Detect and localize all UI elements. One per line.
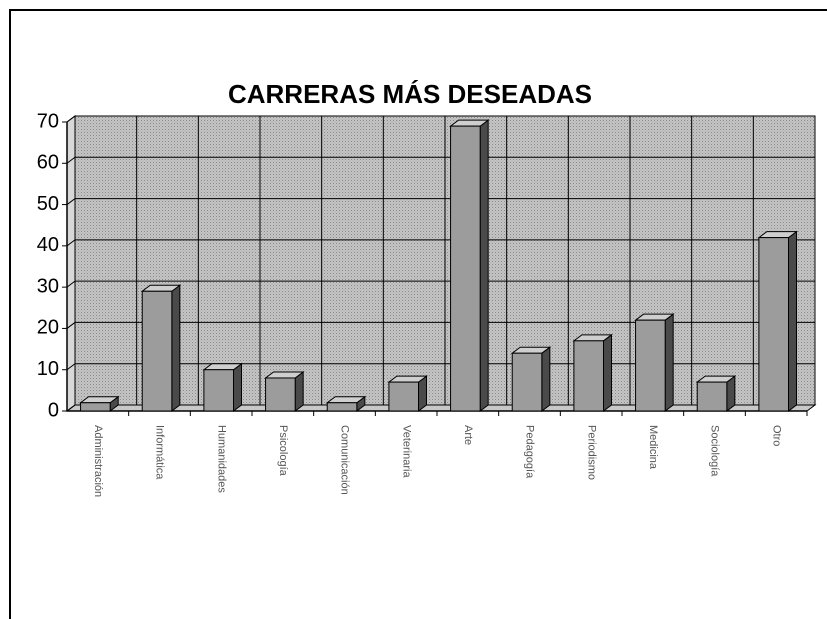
y-tick-label: 10 [37, 358, 59, 380]
bar-side [603, 333, 612, 412]
bar-front [203, 369, 234, 412]
bar-front [326, 402, 358, 412]
x-tick-label: Periodismo [585, 425, 597, 480]
x-tick-label: Administración [92, 425, 104, 497]
bar-side [541, 346, 551, 412]
x-tick-label: Veterinaria [400, 425, 412, 478]
x-tick-label: Otro [770, 425, 782, 446]
bar-front [696, 381, 728, 412]
x-tick-label: Informática [154, 425, 166, 480]
bar-side [233, 362, 242, 412]
bar [387, 375, 428, 412]
bar [264, 370, 305, 412]
bar [510, 346, 552, 412]
grid-line [66, 280, 815, 288]
grid-line [66, 404, 815, 412]
bar [695, 375, 737, 412]
bar-front [573, 340, 605, 412]
x-tick-label: Arte [462, 425, 474, 445]
bar [79, 395, 120, 412]
bar [325, 395, 367, 412]
x-tick-label: Psicología [277, 425, 289, 477]
bar-side [664, 313, 674, 412]
bar [757, 230, 798, 412]
y-tick-label: 50 [37, 193, 59, 215]
bar-front [265, 377, 296, 412]
y-tick-label: 60 [37, 152, 59, 174]
bar [572, 333, 613, 412]
y-tick-label: 70 [37, 110, 59, 132]
bar [140, 284, 182, 412]
plot-area: 0 10 20 30 40 50 60 70 Administración Informática… [37, 110, 817, 497]
x-tick-label: Humanidades [215, 425, 227, 493]
grid-line [66, 115, 815, 123]
y-tick-label: 0 [48, 399, 59, 421]
bar-side [294, 370, 304, 412]
grid-line [66, 239, 815, 247]
grid-line [66, 321, 815, 329]
x-tick-label: Medicina [647, 425, 659, 470]
bar-side [788, 230, 797, 412]
grid-line [66, 156, 815, 164]
grid-line [66, 198, 815, 205]
bar-front [758, 237, 790, 412]
y-tick-label: 40 [37, 234, 59, 256]
grid-line [66, 363, 815, 371]
bar-front [635, 319, 666, 412]
x-tick-label: Pedagogía [524, 425, 536, 479]
bar-side [479, 119, 489, 412]
y-tick-label: 20 [37, 317, 59, 339]
bar-front [511, 352, 543, 412]
bar-front [450, 125, 481, 412]
bar [202, 362, 243, 412]
bar-side [171, 284, 181, 412]
bar [449, 119, 490, 412]
bar-front [80, 402, 111, 412]
chart-title: CARRERAS MÁS DESEADAS [228, 79, 592, 109]
bar [634, 313, 675, 412]
bar-front [141, 290, 173, 412]
x-tick-label: Comunicación [339, 425, 351, 495]
bar-front [388, 381, 419, 412]
x-tick-label: Sociología [709, 425, 721, 477]
y-tick-label: 30 [37, 275, 59, 297]
